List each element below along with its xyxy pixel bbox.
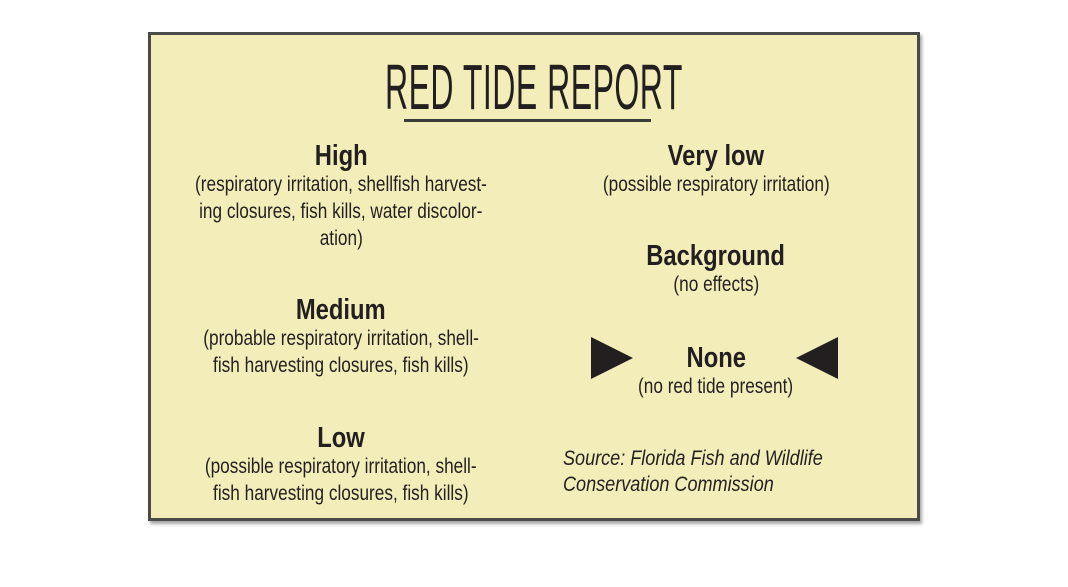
source-credit: Source: Florida Fish and Wildlife Conser… xyxy=(563,447,823,496)
level-description: fish harvesting closures, fish kills) xyxy=(213,354,469,377)
arrow-left-icon xyxy=(796,337,838,379)
level-description: (no effects) xyxy=(673,273,759,296)
level-label: Very low xyxy=(667,140,765,172)
level-description: (no red tide present) xyxy=(638,375,794,398)
level-very-low: Very low (possible respiratory irritatio… xyxy=(526,141,906,198)
level-description: (possible respiratory irritation) xyxy=(602,173,830,196)
level-description: (probable respiratory irritation, shell- xyxy=(203,327,479,350)
arrow-right-icon xyxy=(591,337,633,379)
red-tide-report-panel: RED TIDE REPORT High (respiratory irrita… xyxy=(148,32,920,521)
level-label: High xyxy=(314,140,368,172)
level-low: Low (possible respiratory irritation, sh… xyxy=(151,423,531,507)
level-description: ing closures, fish kills, water discolor… xyxy=(199,200,483,223)
title-underline xyxy=(404,119,651,122)
level-description: fish harvesting closures, fish kills) xyxy=(213,482,469,505)
level-label: None xyxy=(686,342,746,374)
level-description: (possible respiratory irritation, shell- xyxy=(205,455,477,478)
report-title: RED TIDE REPORT xyxy=(385,51,683,123)
level-description: (respiratory irritation, shellfish harve… xyxy=(195,173,487,196)
level-medium: Medium (probable respiratory irritation,… xyxy=(151,295,531,379)
level-none: None (no red tide present) xyxy=(526,343,906,400)
level-label: Low xyxy=(317,422,365,454)
level-background: Background (no effects) xyxy=(526,241,906,298)
level-description: ation) xyxy=(319,227,363,250)
level-label: Background xyxy=(646,240,786,272)
level-high: High (respiratory irritation, shellfish … xyxy=(151,141,531,252)
level-label: Medium xyxy=(296,294,386,326)
